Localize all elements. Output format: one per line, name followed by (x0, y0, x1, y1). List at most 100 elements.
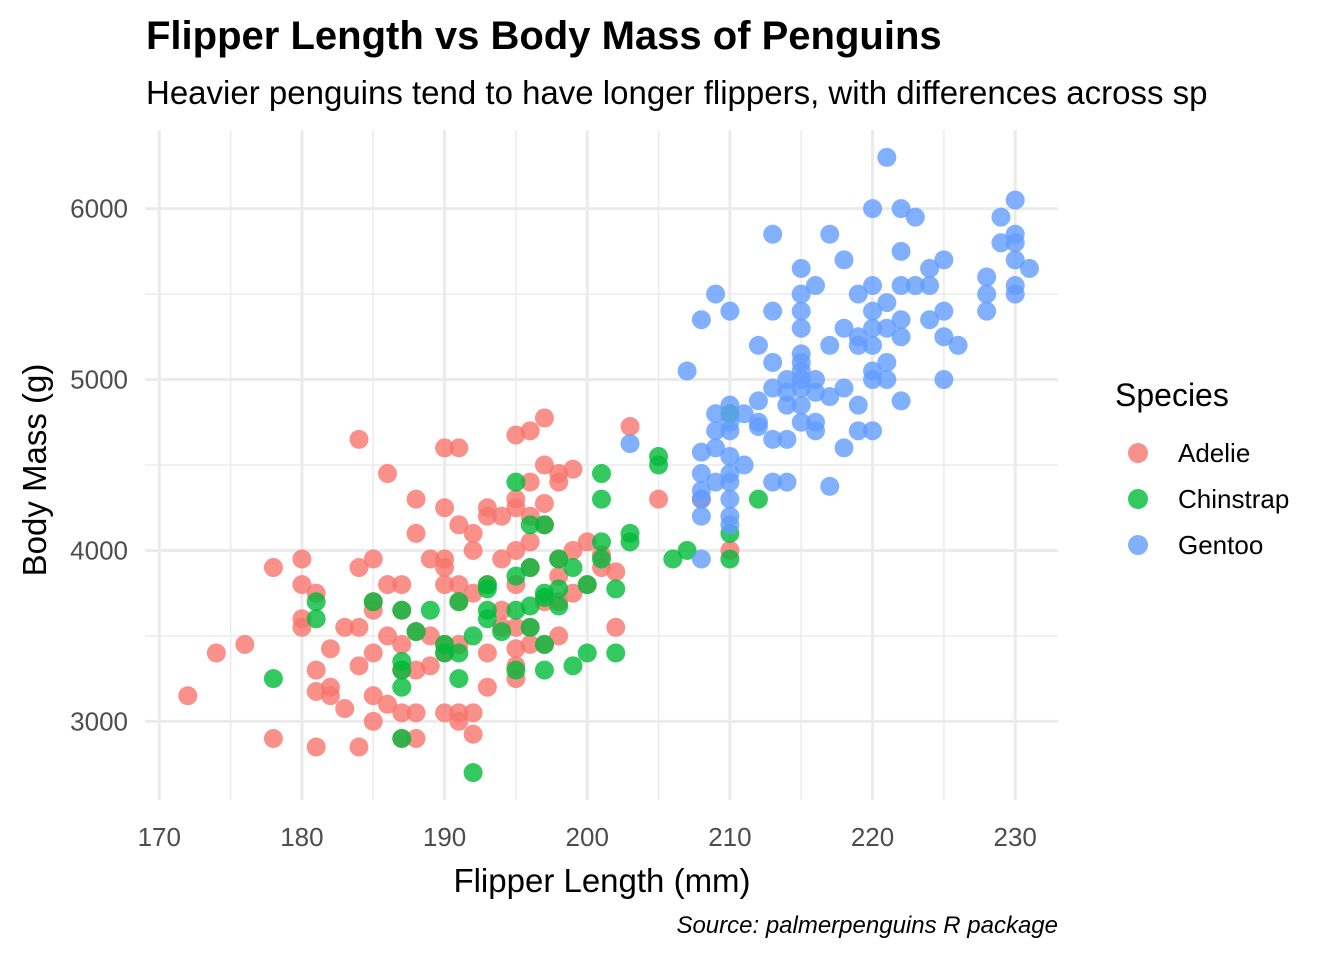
chart-subtitle: Heavier penguins tend to have longer fli… (146, 74, 1208, 111)
x-tick-label: 220 (851, 822, 894, 852)
data-point (306, 660, 326, 680)
x-axis-label: Flipper Length (mm) (453, 862, 750, 899)
data-point (477, 609, 497, 629)
data-point (406, 489, 426, 509)
data-point (534, 634, 554, 654)
data-point (520, 421, 540, 441)
data-point (435, 558, 455, 578)
data-point (406, 523, 426, 543)
data-point (763, 378, 783, 398)
data-point (977, 301, 997, 321)
data-point (363, 711, 383, 731)
data-point (592, 489, 611, 509)
data-point (691, 464, 711, 484)
data-point (663, 549, 683, 569)
data-point (820, 224, 840, 244)
data-point (691, 310, 711, 330)
data-point (520, 596, 540, 616)
data-point (549, 472, 569, 492)
data-point (306, 681, 326, 701)
data-point (292, 549, 312, 569)
data-point (606, 562, 626, 582)
data-point (349, 617, 369, 637)
data-point (863, 301, 883, 321)
data-point (763, 352, 783, 372)
legend-swatch (1128, 443, 1148, 463)
data-point (320, 686, 340, 706)
data-point (991, 233, 1011, 253)
data-point (748, 391, 768, 411)
data-point (877, 352, 897, 372)
data-point (420, 656, 440, 676)
data-point (1019, 258, 1039, 278)
data-point (649, 455, 669, 475)
data-point (763, 429, 783, 449)
data-point (349, 429, 369, 449)
data-point (263, 669, 283, 689)
data-point (435, 643, 455, 663)
data-point (406, 660, 426, 680)
data-point (378, 464, 398, 484)
data-point (420, 600, 440, 620)
data-point (349, 656, 369, 676)
data-point (306, 592, 326, 612)
data-point (720, 472, 740, 492)
data-point (363, 549, 383, 569)
data-point (734, 404, 754, 424)
data-point (720, 395, 740, 415)
data-point (463, 583, 483, 603)
data-point (863, 421, 883, 441)
data-point (848, 421, 868, 441)
data-point (520, 558, 540, 578)
data-point (592, 532, 611, 552)
data-point (706, 472, 726, 492)
data-point (763, 472, 783, 492)
legend-label: Chinstrap (1178, 484, 1289, 514)
data-point (820, 387, 840, 407)
data-point (235, 634, 255, 654)
series-gentoo (620, 147, 1039, 569)
data-point (549, 579, 569, 599)
data-point (420, 626, 440, 646)
x-tick-label: 230 (994, 822, 1037, 852)
legend: Species Adelie Chinstrap Gentoo (1115, 377, 1289, 560)
x-axis-ticks: 170 180 190 200 210 220 230 (138, 822, 1037, 852)
data-point (506, 660, 526, 680)
data-point (720, 489, 740, 509)
data-point (677, 361, 697, 381)
data-point (720, 515, 740, 535)
data-point (977, 267, 997, 287)
data-point (349, 558, 369, 578)
data-point (905, 207, 925, 227)
data-point (492, 506, 512, 526)
data-point (877, 147, 897, 167)
data-point (606, 617, 626, 637)
data-point (392, 677, 412, 697)
data-point (791, 318, 811, 338)
data-point (920, 258, 940, 278)
data-point (392, 575, 412, 595)
x-tick-label: 180 (280, 822, 323, 852)
data-point (449, 643, 469, 663)
data-point (891, 391, 911, 411)
data-point (420, 549, 440, 569)
data-point (378, 694, 398, 714)
data-point (563, 540, 583, 560)
data-point (1005, 250, 1025, 270)
data-point (934, 301, 954, 321)
data-point (606, 643, 626, 663)
data-point (805, 421, 825, 441)
data-point (934, 250, 954, 270)
data-point (763, 301, 783, 321)
data-point (363, 643, 383, 663)
data-point (1005, 233, 1025, 253)
legend-label: Gentoo (1178, 530, 1263, 560)
data-point (435, 575, 455, 595)
data-point (477, 643, 497, 663)
data-point (791, 258, 811, 278)
data-point (777, 472, 797, 492)
data-point (463, 626, 483, 646)
data-point (506, 600, 526, 620)
data-point (706, 284, 726, 304)
data-point (363, 592, 383, 612)
